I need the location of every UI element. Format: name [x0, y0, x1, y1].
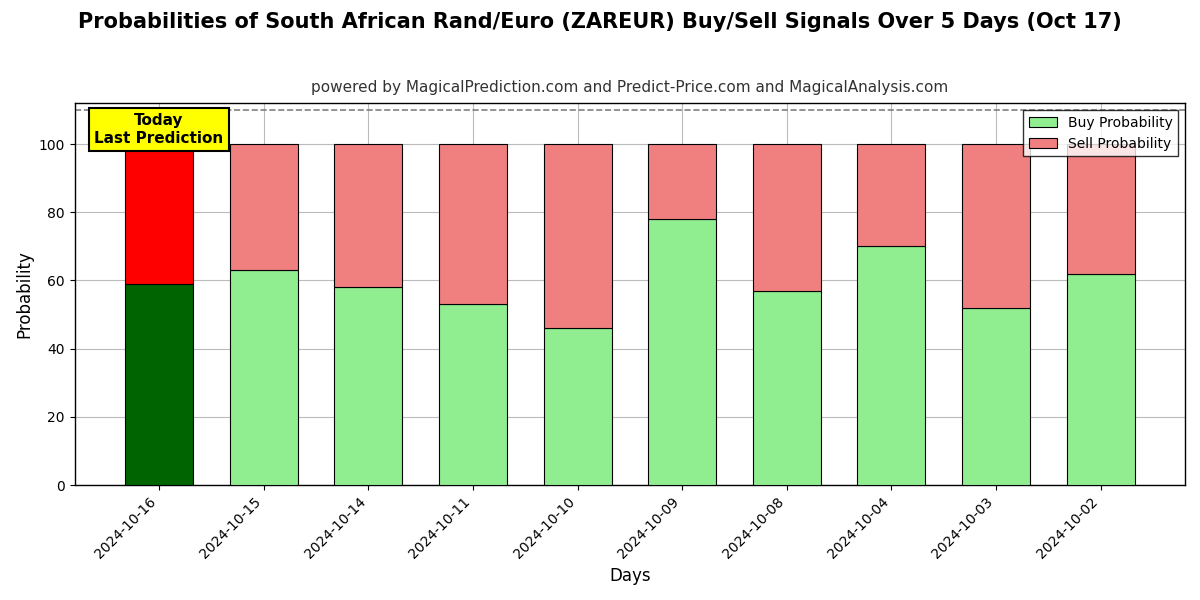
- Title: powered by MagicalPrediction.com and Predict-Price.com and MagicalAnalysis.com: powered by MagicalPrediction.com and Pre…: [311, 80, 948, 95]
- Bar: [439, 304, 506, 485]
- Bar: [962, 144, 1030, 308]
- Y-axis label: Probability: Probability: [16, 250, 34, 338]
- Bar: [857, 247, 925, 485]
- Bar: [229, 144, 298, 270]
- Bar: [229, 270, 298, 485]
- Bar: [648, 144, 716, 219]
- Bar: [857, 144, 925, 247]
- Bar: [752, 144, 821, 291]
- Bar: [544, 144, 612, 328]
- Bar: [335, 144, 402, 287]
- Bar: [439, 144, 506, 304]
- Bar: [1067, 144, 1134, 274]
- Bar: [648, 219, 716, 485]
- Bar: [752, 291, 821, 485]
- Bar: [335, 287, 402, 485]
- Text: Today
Last Prediction: Today Last Prediction: [95, 113, 223, 146]
- Bar: [125, 284, 193, 485]
- Bar: [544, 328, 612, 485]
- Bar: [962, 308, 1030, 485]
- Text: Probabilities of South African Rand/Euro (ZAREUR) Buy/Sell Signals Over 5 Days (: Probabilities of South African Rand/Euro…: [78, 12, 1122, 32]
- Bar: [1067, 274, 1134, 485]
- Bar: [125, 144, 193, 284]
- X-axis label: Days: Days: [610, 567, 650, 585]
- Legend: Buy Probability, Sell Probability: Buy Probability, Sell Probability: [1024, 110, 1178, 156]
